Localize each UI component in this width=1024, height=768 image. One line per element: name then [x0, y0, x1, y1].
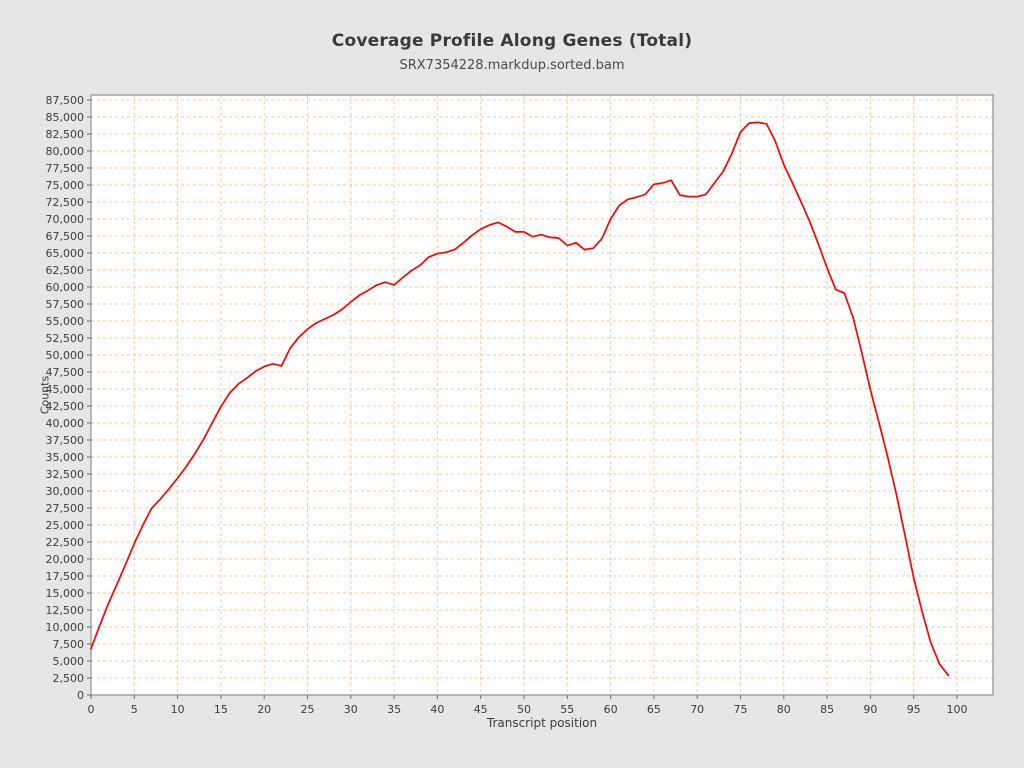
x-tick-label: 95 — [907, 703, 921, 716]
x-tick-label: 45 — [474, 703, 488, 716]
y-tick-label: 47,500 — [46, 366, 85, 379]
y-tick-label: 35,000 — [46, 451, 85, 464]
y-tick-label: 17,500 — [46, 570, 85, 583]
y-axis-title: Counts — [38, 375, 52, 415]
y-tick-label: 82,500 — [46, 128, 85, 141]
y-tick-label: 12,500 — [46, 604, 85, 617]
x-tick-label: 80 — [777, 703, 791, 716]
plot-border — [90, 94, 994, 696]
y-tick-label: 10,000 — [46, 621, 85, 634]
x-tick-label: 55 — [560, 703, 574, 716]
x-tick-label: 75 — [734, 703, 748, 716]
x-tick-label: 5 — [131, 703, 138, 716]
x-tick-label: 70 — [690, 703, 704, 716]
x-axis-title: Transcript position — [486, 716, 598, 730]
y-tick-label: 40,000 — [46, 417, 85, 430]
y-tick-label: 22,500 — [46, 536, 85, 549]
x-tick-label: 90 — [863, 703, 877, 716]
x-tick-label: 100 — [947, 703, 968, 716]
x-tick-label: 40 — [430, 703, 444, 716]
y-tick-label: 30,000 — [46, 485, 85, 498]
y-tick-label: 45,000 — [46, 383, 85, 396]
x-tick-label: 10 — [171, 703, 185, 716]
y-tick-label: 77,500 — [46, 162, 85, 175]
y-tick-label: 25,000 — [46, 519, 85, 532]
y-tick-label: 80,000 — [46, 145, 85, 158]
y-tick-label: 32,500 — [46, 468, 85, 481]
x-tick-label: 0 — [88, 703, 95, 716]
y-tick-label: 20,000 — [46, 553, 85, 566]
x-tick-label: 50 — [517, 703, 531, 716]
y-tick-label: 62,500 — [46, 264, 85, 277]
coverage-line — [90, 121, 950, 677]
y-tick-label: 2,500 — [53, 672, 85, 685]
x-tick-label: 60 — [604, 703, 618, 716]
x-tick-label: 85 — [820, 703, 834, 716]
y-tick-label: 27,500 — [46, 502, 85, 515]
plot-area — [91, 95, 993, 695]
x-tick-label: 25 — [301, 703, 315, 716]
y-tick-label: 85,000 — [46, 111, 85, 124]
y-tick-label: 0 — [77, 689, 84, 702]
chart-title: Coverage Profile Along Genes (Total) — [331, 31, 693, 51]
y-tick-label: 57,500 — [46, 298, 85, 311]
y-tick-label: 60,000 — [46, 281, 85, 294]
y-tick-label: 7,500 — [53, 638, 85, 651]
x-tick-label: 35 — [387, 703, 401, 716]
y-tick-label: 87,500 — [46, 94, 85, 107]
x-tick-label: 30 — [344, 703, 358, 716]
y-tick-label: 70,000 — [46, 213, 85, 226]
chart-subtitle: SRX7354228.markdup.sorted.bam — [399, 58, 625, 73]
x-tick-label: 65 — [647, 703, 661, 716]
y-tick-label: 42,500 — [46, 400, 85, 413]
y-tick-label: 52,500 — [46, 332, 85, 345]
y-tick-label: 67,500 — [46, 230, 85, 243]
y-tick-label: 5,000 — [53, 655, 85, 668]
y-tick-label: 55,000 — [46, 315, 85, 328]
x-tick-label: 15 — [214, 703, 228, 716]
y-tick-label: 15,000 — [46, 587, 85, 600]
y-tick-label: 72,500 — [46, 196, 85, 209]
y-tick-label: 37,500 — [46, 434, 85, 447]
y-tick-label: 75,000 — [46, 179, 85, 192]
y-tick-label: 65,000 — [46, 247, 85, 260]
x-tick-label: 20 — [257, 703, 271, 716]
y-tick-label: 50,000 — [46, 349, 85, 362]
